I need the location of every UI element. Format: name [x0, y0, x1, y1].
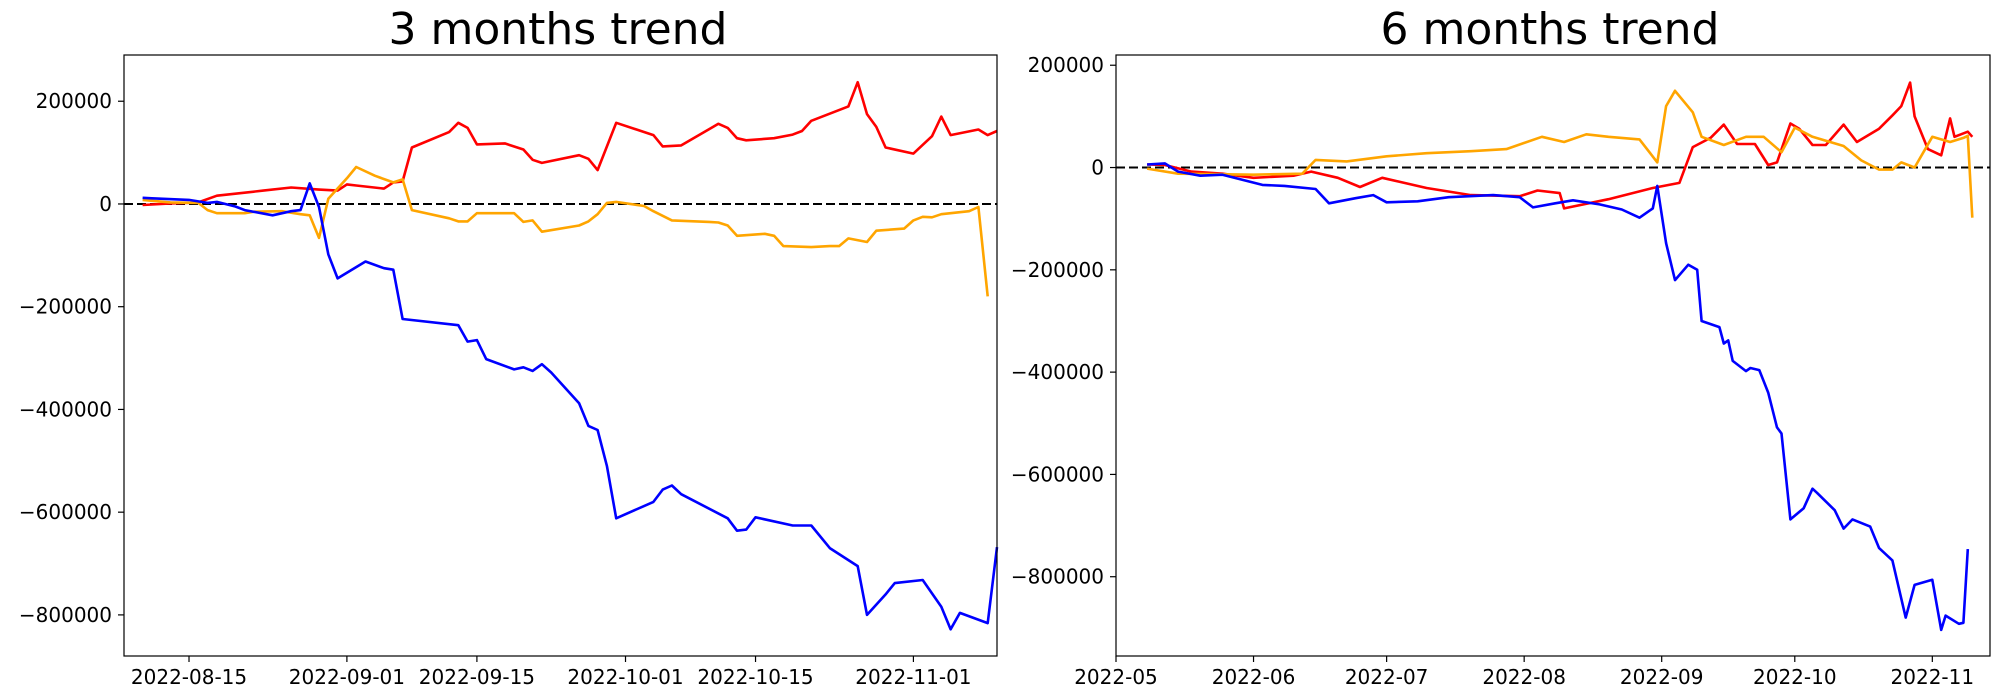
y-tick-label: −400000 [1011, 360, 1104, 384]
y-tick-label: 0 [1091, 156, 1104, 180]
y-tick-label: −200000 [19, 295, 112, 319]
y-tick-label: 200000 [1028, 53, 1104, 77]
x-tick-label: 2022-10 [1753, 665, 1837, 689]
y-tick-label: −400000 [19, 397, 112, 421]
chart-6-months-trend: 6 months trend 2022-05 2022-06 2022-07 2022… [1011, 4, 1991, 689]
plot-frame [1115, 54, 1991, 657]
series-line-2 [1146, 89, 1974, 218]
series-line-2 [142, 165, 989, 297]
chart-title: 6 months trend [1381, 4, 1720, 55]
y-tick-label: −600000 [1011, 462, 1104, 486]
x-tick-label: 2022-09-15 [419, 665, 535, 689]
x-tick-label: 2022-07 [1345, 665, 1429, 689]
series-line-1 [1147, 81, 1974, 210]
x-tick-label: 2022-10-15 [697, 665, 813, 689]
series-line-3 [142, 182, 999, 631]
plot-area [1116, 81, 1990, 632]
chart-title: 3 months trend [389, 4, 728, 55]
x-tick-label: 2022-10-01 [567, 665, 683, 689]
x-tick-label: 2022-06 [1212, 665, 1296, 689]
x-tick-label: 2022-09 [1620, 665, 1704, 689]
plot-area [124, 80, 999, 631]
chart-3-months-trend: 3 months trend 2022-08-15 2022-09-01 2022-… [19, 4, 999, 689]
x-tick-label: 2022-05 [1074, 665, 1158, 689]
plot-frame [123, 54, 998, 657]
axes: 2022-05 2022-06 2022-07 2022-08 2022-09 2022-… [1011, 53, 1974, 689]
y-tick-label: 200000 [36, 89, 112, 113]
series-line-1 [142, 80, 998, 207]
x-tick-label: 2022-09-01 [289, 665, 405, 689]
y-tick-label: −800000 [1011, 565, 1104, 589]
series-line-3 [1147, 162, 1970, 632]
y-tick-label: −800000 [19, 603, 112, 627]
x-tick-label: 2022-11-01 [855, 665, 971, 689]
axes: 2022-08-15 2022-09-01 2022-09-15 2022-10-01… [19, 89, 972, 689]
y-tick-label: −600000 [19, 500, 112, 524]
x-tick-label: 2022-11 [1891, 665, 1975, 689]
y-tick-label: 0 [99, 192, 112, 216]
x-tick-label: 2022-08 [1482, 665, 1566, 689]
y-tick-label: −200000 [1011, 258, 1104, 282]
x-tick-label: 2022-08-15 [131, 665, 247, 689]
